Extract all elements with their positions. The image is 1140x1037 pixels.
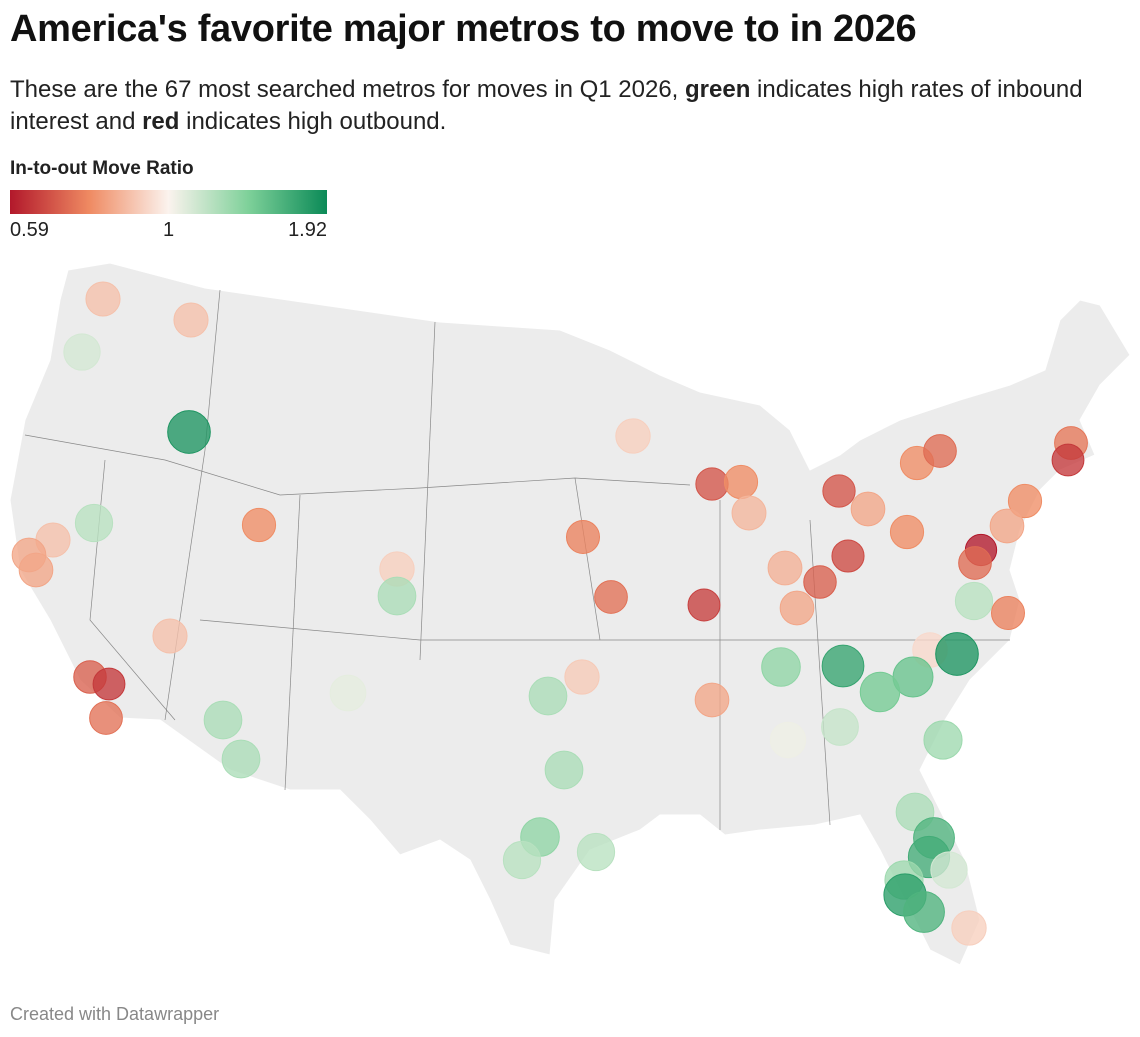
legend-bar <box>10 190 327 214</box>
subtitle-text: indicates high rates of inbound interest… <box>10 76 1083 135</box>
metro-bubble <box>241 507 277 543</box>
metro-bubble <box>923 720 963 760</box>
legend-tick-label: 1 <box>163 219 174 241</box>
metro-bubble <box>990 595 1026 631</box>
metro-bubble <box>329 674 367 712</box>
metro-bubble <box>89 701 123 735</box>
metro-bubble <box>92 667 126 701</box>
subtitle: These are the 67 most searched metros fo… <box>10 74 1120 138</box>
metros <box>11 281 1088 946</box>
metro-bubble <box>889 514 925 550</box>
metro-bubble <box>594 580 628 614</box>
metro-bubble <box>695 467 729 501</box>
metro-bubble <box>859 671 901 713</box>
metro-bubble <box>803 565 837 599</box>
legend-tick-label: 0.59 <box>10 219 49 241</box>
metro-bubble <box>74 503 114 543</box>
metro-bubble <box>173 302 209 338</box>
metro-bubble <box>615 418 651 454</box>
metro-bubble <box>694 682 730 718</box>
metro-bubble <box>687 588 721 622</box>
metro-bubble <box>831 539 865 573</box>
subtitle-text: indicates high outbound. <box>179 108 447 135</box>
metro-bubble <box>850 491 886 527</box>
metro-bubble <box>85 281 121 317</box>
subtitle-green: green <box>685 76 751 103</box>
metro-bubble <box>528 676 568 716</box>
metro-bubble <box>377 576 417 616</box>
metro-bubble <box>723 464 759 500</box>
metro-bubble <box>564 659 600 695</box>
metro-bubble <box>221 739 261 779</box>
metro-bubble <box>18 552 54 588</box>
metro-bubble <box>502 840 542 880</box>
us-outline <box>9 262 1131 966</box>
metro-bubble <box>951 910 987 946</box>
metro-bubble <box>935 632 979 676</box>
metro-bubble <box>923 434 957 468</box>
metro-bubble <box>731 495 767 531</box>
map: 0.59 1 1.92 <box>9 190 1131 966</box>
metro-bubble <box>1051 443 1085 477</box>
metro-bubble <box>576 832 616 872</box>
footer: Created with Datawrapper <box>10 1004 220 1024</box>
metro-bubble <box>821 708 859 746</box>
metro-bubble <box>821 644 865 688</box>
subtitle-text: These are the 67 most searched metros fo… <box>10 76 685 103</box>
metro-bubble <box>767 550 803 586</box>
metro-bubble <box>958 546 992 580</box>
metro-bubble <box>565 519 601 555</box>
metro-bubble <box>989 508 1025 544</box>
metro-bubble <box>1007 483 1043 519</box>
legend-title: In-to-out Move Ratio <box>10 158 194 179</box>
metro-bubble <box>544 750 584 790</box>
metro-bubble <box>761 647 801 687</box>
metro-bubble <box>167 410 211 454</box>
subtitle-red: red <box>142 108 180 135</box>
metro-bubble <box>203 700 243 740</box>
title: America's favorite major metros to move … <box>10 8 917 50</box>
metro-bubble <box>930 851 968 889</box>
metro-bubble <box>903 891 945 933</box>
metro-bubble <box>954 581 994 621</box>
metro-bubble <box>152 618 188 654</box>
metro-bubble <box>779 590 815 626</box>
metro-bubble <box>63 333 101 371</box>
metro-bubble <box>822 474 856 508</box>
legend-tick-label: 1.92 <box>288 219 327 241</box>
metro-bubble <box>769 721 807 759</box>
